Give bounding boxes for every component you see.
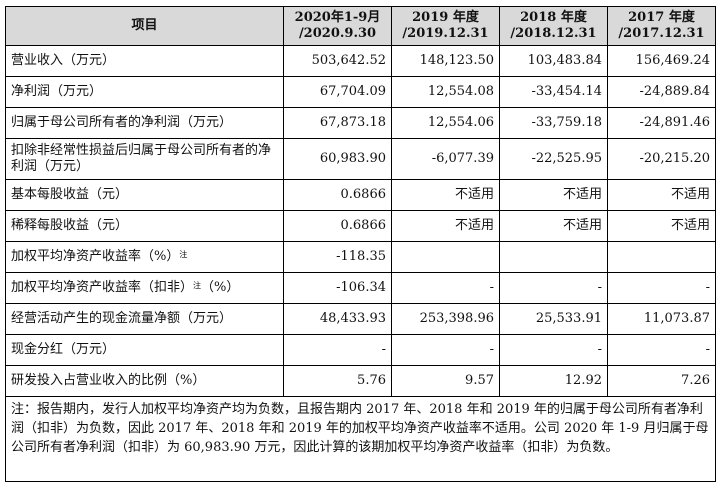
- cell-2019: 148,123.50: [391, 45, 500, 77]
- row-label: 扣除非经常性损益后归属于母公司所有者的净利润（万元）: [5, 138, 284, 180]
- cell-2020: 67,873.18: [283, 107, 392, 139]
- table-row: 稀释每股收益（元） 0.6866 不适用 不适用 不适用: [5, 210, 716, 242]
- row-label: 加权平均净资产收益率（%）注: [5, 241, 284, 273]
- cell-2017: 不适用: [607, 210, 716, 242]
- row-label: 营业收入（万元）: [5, 45, 284, 77]
- row-label: 净利润（万元）: [5, 76, 284, 108]
- row-label-text: 基本每股收益（元）: [11, 187, 129, 202]
- cell-2020: 67,704.09: [283, 76, 392, 108]
- header-2020: 2020年1-9月/2020.9.30: [283, 6, 392, 46]
- header-item-label: 项目: [131, 18, 158, 33]
- cell-2019: -: [391, 334, 500, 366]
- header-2017-line2: /2017.12.31: [618, 26, 705, 41]
- cell-2017: [607, 241, 716, 273]
- cell-2017: -24,889.84: [607, 76, 716, 108]
- cell-2020: 503,642.52: [283, 45, 392, 77]
- table-row: 净利润（万元） 67,704.09 12,554.08 -33,454.14 -…: [5, 76, 716, 108]
- row-label: 研发投入占营业收入的比例（%）: [5, 365, 284, 397]
- cell-2018: [499, 241, 608, 273]
- cell-2017: 7.26: [607, 365, 716, 397]
- header-2018-line1: 2018 年度: [520, 10, 587, 25]
- table-row: 基本每股收益（元） 0.6866 不适用 不适用 不适用: [5, 179, 716, 211]
- cell-2017: -: [607, 334, 716, 366]
- row-label-text: 扣除非经常性损益后归属于母公司所有者的净利润（万元）: [11, 143, 272, 174]
- cell-2018: 12.92: [499, 365, 608, 397]
- row-label-text: 研发投入占营业收入的比例（%）: [11, 373, 206, 388]
- table-row: 现金分红（万元） - - - -: [5, 334, 716, 366]
- row-label-text: 净利润（万元）: [11, 84, 103, 99]
- cell-2019: [391, 241, 500, 273]
- header-2020-line2: /2020.9.30: [298, 26, 377, 41]
- cell-2018: 103,483.84: [499, 45, 608, 77]
- financial-table-container: 项目 2020年1-9月/2020.9.30 2019 年度/2019.12.3…: [5, 6, 716, 482]
- row-label-suffix: （%）: [201, 280, 240, 295]
- cell-2018: 不适用: [499, 210, 608, 242]
- row-label-text: 加权平均净资产收益率（%）: [11, 249, 180, 264]
- row-label-text: 归属于母公司所有者的净利润（万元）: [11, 115, 233, 130]
- cell-2019: 不适用: [391, 210, 500, 242]
- header-2018: 2018 年度/2018.12.31: [499, 6, 608, 46]
- cell-2019: 12,554.08: [391, 76, 500, 108]
- cell-2019: 253,398.96: [391, 303, 500, 335]
- cell-2018: -33,454.14: [499, 76, 608, 108]
- table-row: 加权平均净资产收益率（%）注 -118.35: [5, 241, 716, 273]
- row-label: 加权平均净资产收益率（扣非）注（%）: [5, 272, 284, 304]
- header-2017: 2017 年度/2017.12.31: [607, 6, 716, 46]
- cell-2020: 0.6866: [283, 210, 392, 242]
- note-marker: 注: [179, 250, 188, 259]
- row-label: 经营活动产生的现金流量净额（万元）: [5, 303, 284, 335]
- cell-2017: -24,891.46: [607, 107, 716, 139]
- header-2019: 2019 年度/2019.12.31: [391, 6, 500, 46]
- cell-2017: 不适用: [607, 179, 716, 211]
- cell-2018: -33,759.18: [499, 107, 608, 139]
- cell-2019: 不适用: [391, 179, 500, 211]
- row-label-text: 加权平均净资产收益率（扣非）: [11, 280, 194, 295]
- cell-2017: 11,073.87: [607, 303, 716, 335]
- row-label: 归属于母公司所有者的净利润（万元）: [5, 107, 284, 139]
- header-2017-line1: 2017 年度: [628, 10, 695, 25]
- row-label: 基本每股收益（元）: [5, 179, 284, 211]
- table-row: 营业收入（万元） 503,642.52 148,123.50 103,483.8…: [5, 45, 716, 77]
- table-row: 经营活动产生的现金流量净额（万元） 48,433.93 253,398.96 2…: [5, 303, 716, 335]
- cell-2020: -: [283, 334, 392, 366]
- table-note-row: 注：报告期内，发行人加权平均净资产均为负数，且报告期内 2017 年、2018 …: [5, 396, 716, 482]
- header-2019-line2: /2019.12.31: [402, 26, 489, 41]
- row-label-text: 现金分红（万元）: [11, 342, 116, 357]
- cell-2020: 60,983.90: [283, 138, 392, 180]
- table-header-row: 项目 2020年1-9月/2020.9.30 2019 年度/2019.12.3…: [5, 6, 716, 46]
- table-row: 加权平均净资产收益率（扣非）注（%） -106.34 - - -: [5, 272, 716, 304]
- cell-2019: 9.57: [391, 365, 500, 397]
- cell-2017: 156,469.24: [607, 45, 716, 77]
- row-label: 现金分红（万元）: [5, 334, 284, 366]
- cell-2018: -: [499, 272, 608, 304]
- table-footnote: 注：报告期内，发行人加权平均净资产均为负数，且报告期内 2017 年、2018 …: [5, 396, 716, 482]
- table-row: 扣除非经常性损益后归属于母公司所有者的净利润（万元） 60,983.90 -6,…: [5, 138, 716, 180]
- header-2018-line2: /2018.12.31: [510, 26, 597, 41]
- cell-2018: 25,533.91: [499, 303, 608, 335]
- row-label-text: 经营活动产生的现金流量净额（万元）: [11, 311, 233, 326]
- cell-2020: -106.34: [283, 272, 392, 304]
- cell-2019: -: [391, 272, 500, 304]
- header-2019-line1: 2019 年度: [412, 10, 479, 25]
- cell-2019: 12,554.06: [391, 107, 500, 139]
- table-row: 研发投入占营业收入的比例（%） 5.76 9.57 12.92 7.26: [5, 365, 716, 397]
- cell-2018: -: [499, 334, 608, 366]
- cell-2020: 48,433.93: [283, 303, 392, 335]
- cell-2017: -: [607, 272, 716, 304]
- row-label-text: 营业收入（万元）: [11, 53, 116, 68]
- cell-2019: -6,077.39: [391, 138, 500, 180]
- row-label-text: 稀释每股收益（元）: [11, 218, 129, 233]
- cell-2018: 不适用: [499, 179, 608, 211]
- cell-2017: -20,215.20: [607, 138, 716, 180]
- header-2020-line1: 2020年1-9月: [294, 10, 381, 25]
- cell-2020: 0.6866: [283, 179, 392, 211]
- table-row: 归属于母公司所有者的净利润（万元） 67,873.18 12,554.06 -3…: [5, 107, 716, 139]
- cell-2018: -22,525.95: [499, 138, 608, 180]
- cell-2020: -118.35: [283, 241, 392, 273]
- cell-2020: 5.76: [283, 365, 392, 397]
- header-item: 项目: [5, 6, 284, 46]
- financial-indicators-table: 项目 2020年1-9月/2020.9.30 2019 年度/2019.12.3…: [5, 6, 716, 482]
- row-label: 稀释每股收益（元）: [5, 210, 284, 242]
- note-marker: 注: [193, 281, 202, 290]
